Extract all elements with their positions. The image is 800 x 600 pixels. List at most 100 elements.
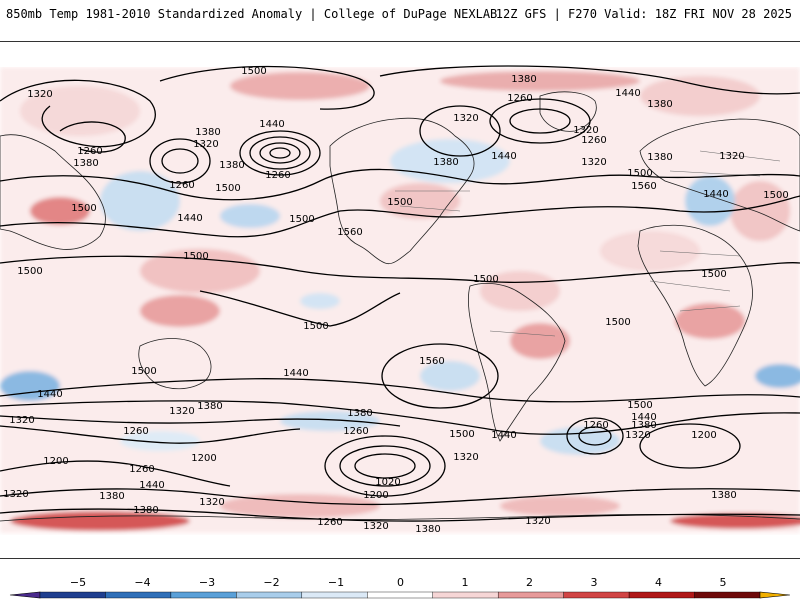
contour-label: 1500 [627, 168, 652, 179]
colorbar-segment [39, 591, 106, 599]
contour-label: 1500 [763, 190, 788, 201]
colorbar-segment [367, 591, 433, 599]
contour-label: 1260 [583, 420, 608, 431]
colorbar-segment [170, 591, 237, 599]
contour-label: 1320 [525, 516, 550, 527]
contour-label: 1380 [347, 408, 372, 419]
contour-label: 1320 [9, 415, 34, 426]
contour-label: 1380 [647, 99, 672, 110]
contour-label: 1380 [99, 491, 124, 502]
contour-label: 1320 [169, 406, 194, 417]
contour-label: 1500 [131, 366, 156, 377]
colorbar-segment [628, 591, 695, 599]
contour-label: 1440 [491, 151, 516, 162]
contour-label: 1500 [701, 269, 726, 280]
contour-label: 1320 [3, 489, 28, 500]
model-run-info: 12Z GFS | F270 Valid: 18Z FRI NOV 28 202… [495, 7, 792, 21]
contour-label: 1320 [453, 113, 478, 124]
contour-label: 1200 [43, 456, 68, 467]
colorbar-tick-label: 0 [397, 576, 404, 589]
contour-label: 1320 [581, 157, 606, 168]
anomaly-shading [0, 67, 800, 533]
contour-label: 1260 [507, 93, 532, 104]
contour-label: 1380 [511, 74, 536, 85]
weather-map: 1500 1380 1320 1260 1440 1380 1320 1380 1440 1320… [0, 41, 800, 559]
political-borders [395, 150, 781, 337]
contour-label: 1260 [317, 517, 342, 528]
contour-label: 1500 [627, 400, 652, 411]
map-header: 850mb Temp 1981-2010 Standardized Anomal… [0, 0, 800, 30]
contour-label: 1440 [491, 430, 516, 441]
contour-label: 1020 [375, 477, 400, 488]
colorbar-segment [105, 591, 172, 599]
contour-label: 1440 [615, 88, 640, 99]
contour-label: 1320 [453, 452, 478, 463]
contour-label: 1260 [169, 180, 194, 191]
contour-label: 1440 [37, 389, 62, 400]
colorbar-tick-label: 1 [461, 576, 469, 589]
contour-label: 1500 [387, 197, 412, 208]
contour-label: 1500 [605, 317, 630, 328]
contour-label: 1500 [303, 321, 328, 332]
height-contours [0, 65, 800, 522]
contour-label: 1440 [259, 119, 284, 130]
contour-label: 1380 [415, 524, 440, 535]
colorbar-segment [497, 591, 564, 599]
contour-label: 1500 [17, 266, 42, 277]
contour-label: 1320 [199, 497, 224, 508]
contour-label: 1440 [631, 412, 656, 423]
contour-label: 1260 [77, 146, 102, 157]
contour-label: 1320 [625, 430, 650, 441]
contour-label: 1500 [71, 203, 96, 214]
contour-label: 1260 [123, 426, 148, 437]
contour-label: 1440 [703, 189, 728, 200]
colorbar-tick-label: −5 [69, 576, 87, 589]
contour-label: 1440 [139, 480, 164, 491]
contour-label: 1380 [197, 401, 222, 412]
contour-label: 1320 [27, 89, 52, 100]
contour-label: 1200 [191, 453, 216, 464]
contour-label: 1200 [363, 490, 388, 501]
contour-label: 1500 [289, 214, 314, 225]
colorbar-tick-label: 2 [526, 576, 533, 589]
contour-label: 1320 [193, 139, 218, 150]
contour-label: 1260 [265, 170, 290, 181]
contour-label: 1320 [719, 151, 744, 162]
colorbar-arrow-high [759, 591, 791, 599]
contour-label: 1260 [129, 464, 154, 475]
contour-label: 1380 [219, 160, 244, 171]
map-title: 850mb Temp 1981-2010 Standardized Anomal… [6, 7, 498, 21]
colorbar-graphic [9, 591, 791, 599]
contour-label: 1380 [711, 490, 736, 501]
contour-label: 1560 [337, 227, 362, 238]
contour-label: 1380 [647, 152, 672, 163]
contour-label: 1500 [449, 429, 474, 440]
colorbar-segment [563, 591, 630, 599]
colorbar-tick-label: 4 [655, 576, 662, 589]
contour-label: 1560 [419, 356, 444, 367]
polar-mask-south [0, 535, 800, 558]
contour-label: 1260 [581, 135, 606, 146]
contour-label: 1440 [283, 368, 308, 379]
coastlines [0, 91, 800, 522]
colorbar-tick-label: 3 [590, 576, 598, 589]
contour-label: 1500 [215, 183, 240, 194]
colorbar-arrow-low [9, 591, 41, 599]
colorbar-tick-label: −1 [327, 576, 345, 589]
contour-label: 1320 [573, 125, 598, 136]
contour-label: 1320 [363, 521, 388, 532]
contour-label: 1200 [691, 430, 716, 441]
colorbar-tick-label: −3 [198, 576, 216, 589]
contour-label: 1380 [195, 127, 220, 138]
colorbar-segment [301, 591, 368, 599]
colorbar-tick-label: 5 [719, 576, 727, 589]
contour-label: 1260 [343, 426, 368, 437]
contour-label: 1440 [177, 213, 202, 224]
colorbar-tick-label: −4 [134, 576, 151, 589]
contour-label: 1500 [473, 274, 498, 285]
contour-label: 1380 [73, 158, 98, 169]
contour-label: 1500 [241, 66, 266, 77]
colorbar-segment [694, 591, 761, 599]
